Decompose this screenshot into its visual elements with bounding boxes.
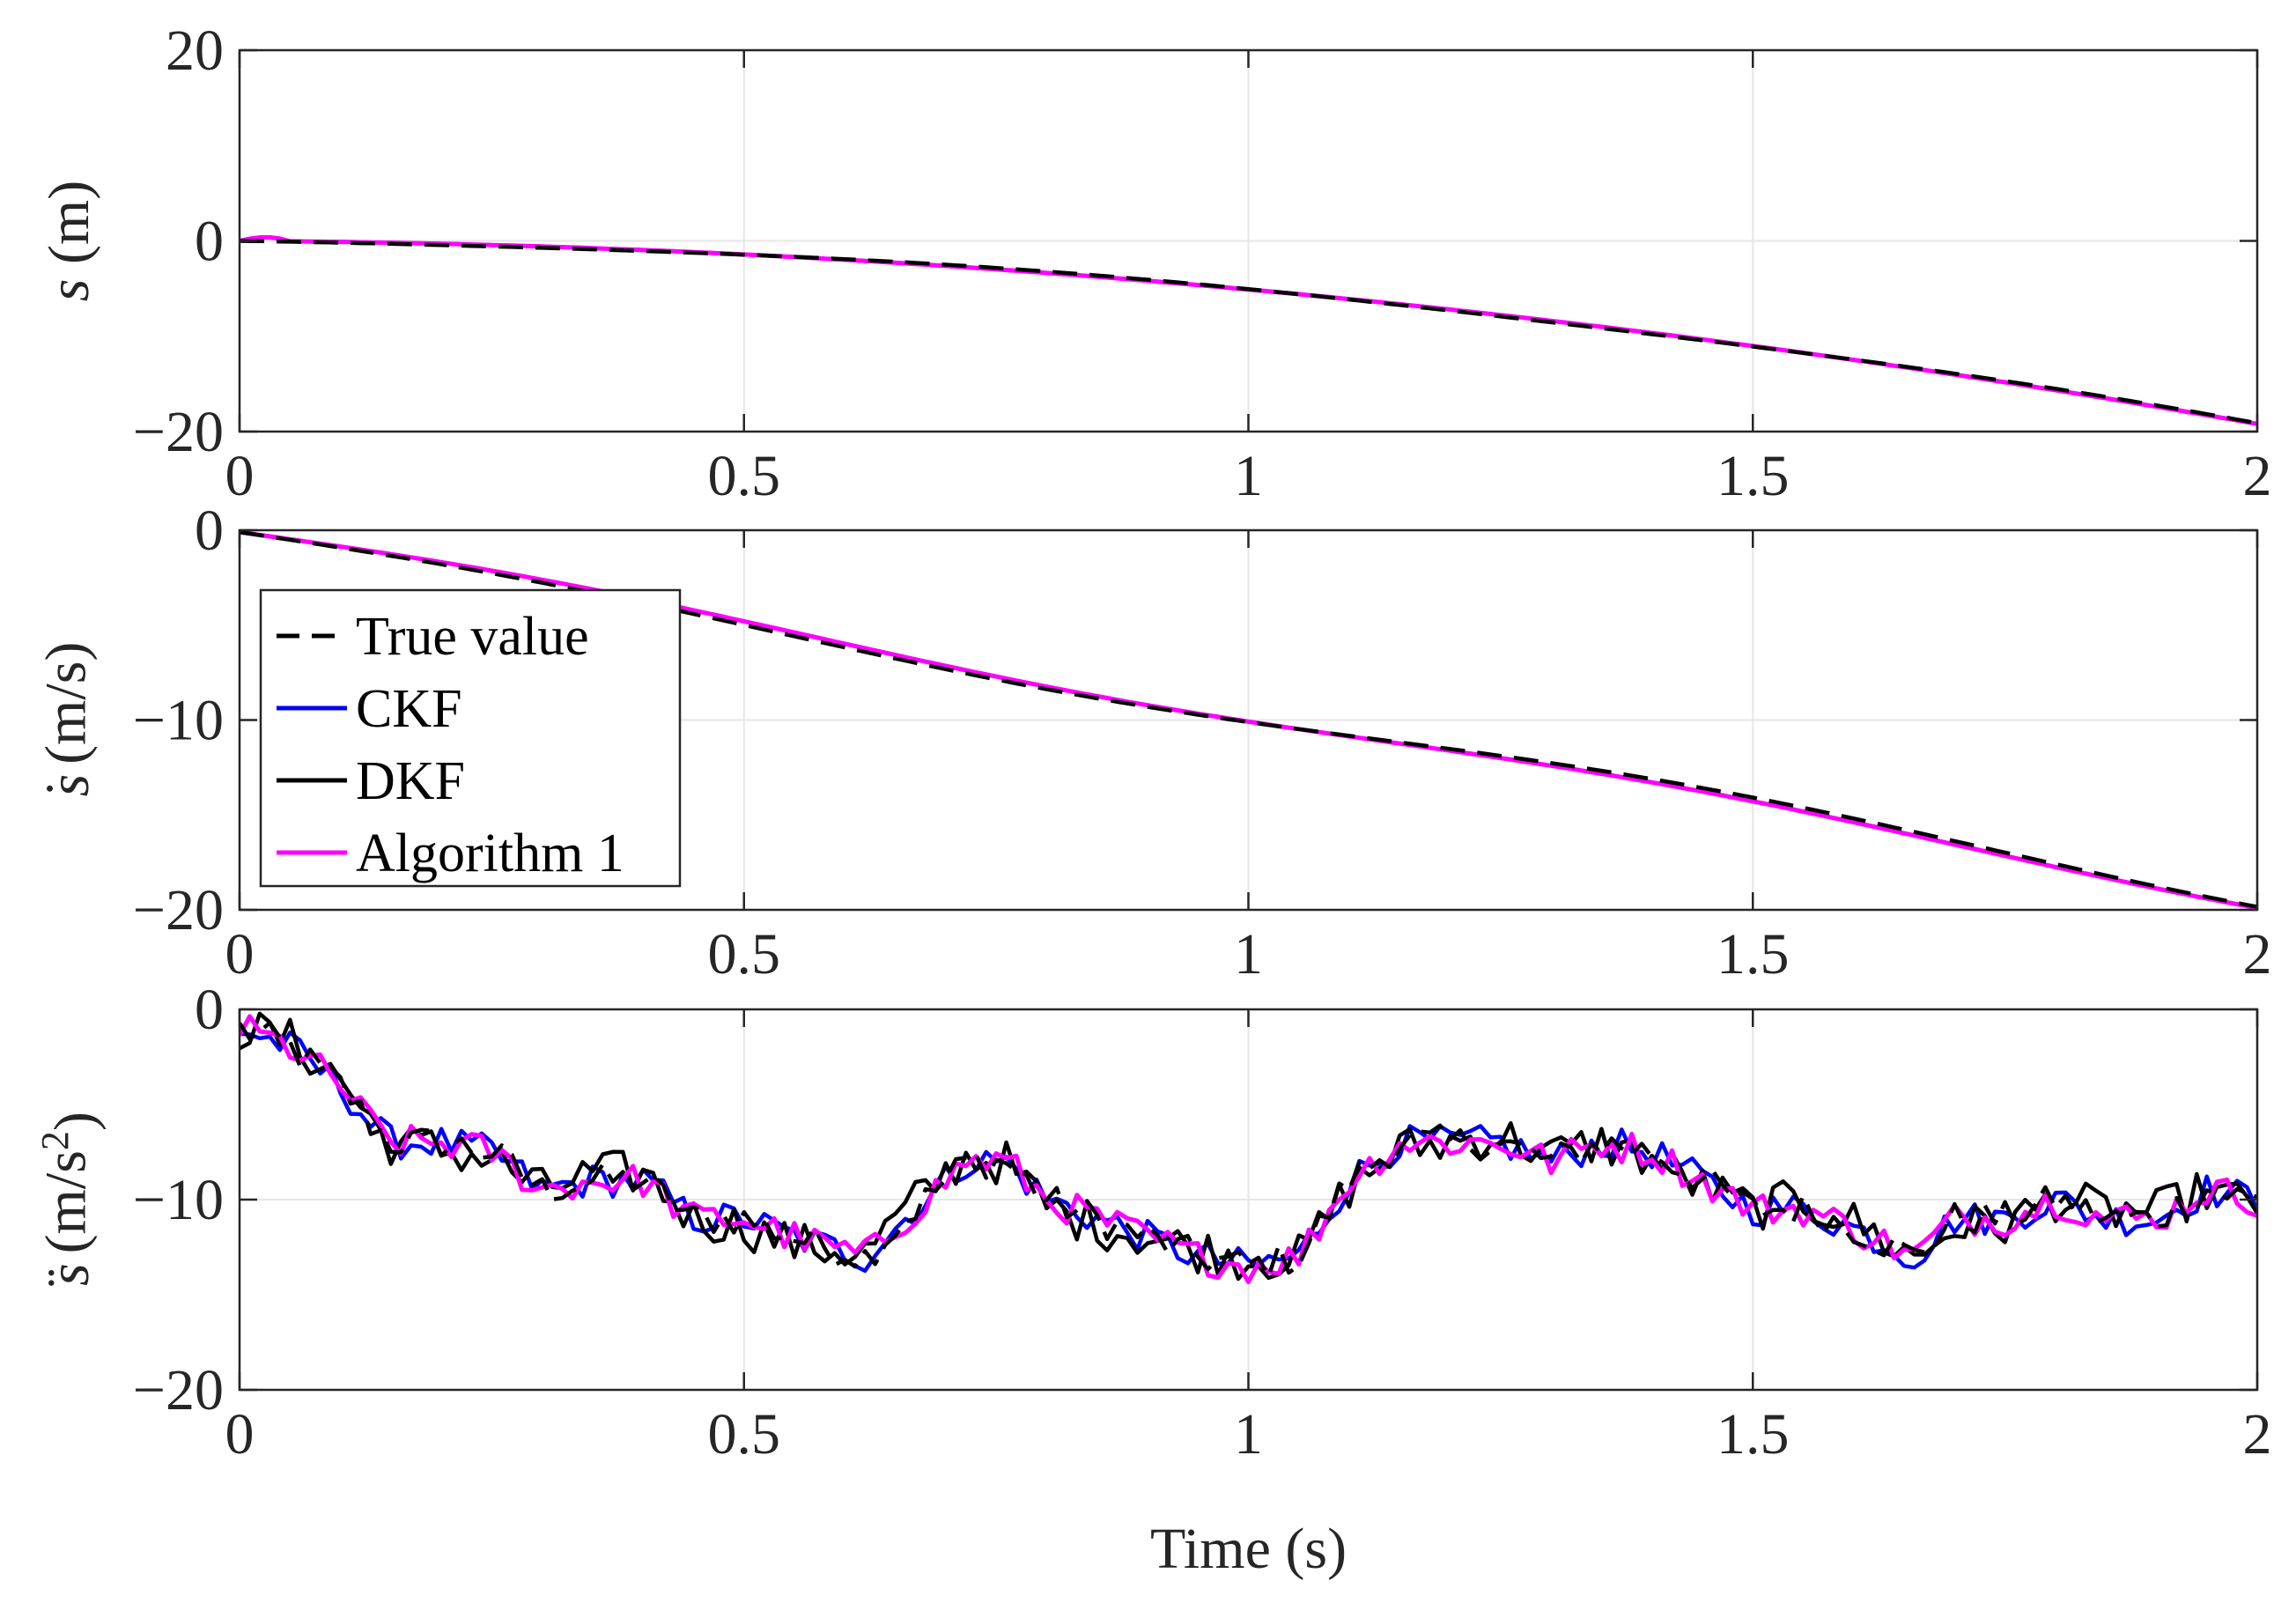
series-line-algorithm-1 — [240, 530, 2257, 910]
legend-label: Algorithm 1 — [356, 824, 624, 883]
y-tick-label: −20 — [133, 1358, 224, 1422]
x-tick-label: 1 — [1234, 922, 1263, 986]
x-tick-label: 0 — [225, 922, 255, 986]
y-tick-label: 0 — [195, 978, 224, 1042]
velocity-subplot: 0 0.5 1 1.5 2 −20 −10 0 s˙ (m/s) True value CKF DKF… — [34, 499, 2272, 986]
x-tick-label: 0 — [225, 1402, 255, 1466]
y-tick-label: 20 — [166, 18, 224, 83]
y-axis-label-variable: s — [37, 1263, 101, 1286]
series-line-algorithm-1 — [240, 1014, 2257, 1284]
y-axis-label-superscript: 2 — [33, 1131, 77, 1150]
legend-label: CKF — [356, 679, 462, 739]
series-line-true-value — [240, 1021, 2257, 1279]
series-line-dkf — [240, 1011, 2257, 1282]
legend-label: True value — [356, 607, 589, 667]
x-tick-label: 1.5 — [1716, 1402, 1790, 1466]
x-tick-label: 0.5 — [708, 444, 781, 508]
x-tick-label: 0.5 — [708, 922, 781, 986]
x-tick-label: 0 — [225, 444, 255, 508]
y-axis-label-dots: ¨ — [34, 1268, 99, 1288]
x-tick-label: 2 — [2243, 1402, 2272, 1466]
y-axis-label: s¨ (m/s2) — [33, 1112, 107, 1288]
x-tick-label: 1.5 — [1716, 922, 1790, 986]
series-line-ckf — [240, 1030, 2257, 1274]
legend-label: DKF — [356, 751, 465, 811]
y-axis-label-variable: s — [37, 774, 101, 797]
y-axis-label-tail: ) — [43, 1112, 107, 1131]
x-tick-label: 2 — [2243, 444, 2272, 508]
x-axis-label: Time (s) — [1150, 1517, 1347, 1581]
x-tick-label: 1.5 — [1716, 444, 1790, 508]
x-tick-label: 1 — [1234, 444, 1263, 508]
y-tick-label: 0 — [195, 210, 224, 274]
x-tick-label: 0.5 — [708, 1402, 781, 1466]
y-axis-label: s˙ (m/s) — [34, 642, 101, 799]
y-axis-label-unit: (m/s — [34, 1150, 99, 1268]
y-tick-label: −20 — [133, 400, 224, 464]
series-line-true-value — [240, 239, 2257, 425]
legend: True value CKF DKF Algorithm 1 — [259, 588, 682, 888]
x-tick-label: 2 — [2243, 922, 2272, 986]
y-axis-label-unit: (m) — [37, 181, 101, 279]
y-axis-label-variable: s — [37, 279, 101, 302]
y-axis-label-unit: (m/s) — [34, 642, 99, 779]
y-tick-label: −20 — [133, 878, 224, 942]
y-tick-label: −10 — [133, 1168, 224, 1232]
y-axis-label: s (m) — [37, 181, 101, 301]
x-tick-label: 1 — [1234, 1402, 1263, 1466]
y-axis-label-dots: ˙ — [34, 779, 99, 798]
y-tick-label: −10 — [133, 689, 224, 753]
y-tick-label: 0 — [195, 499, 224, 563]
legend-box — [259, 588, 682, 888]
